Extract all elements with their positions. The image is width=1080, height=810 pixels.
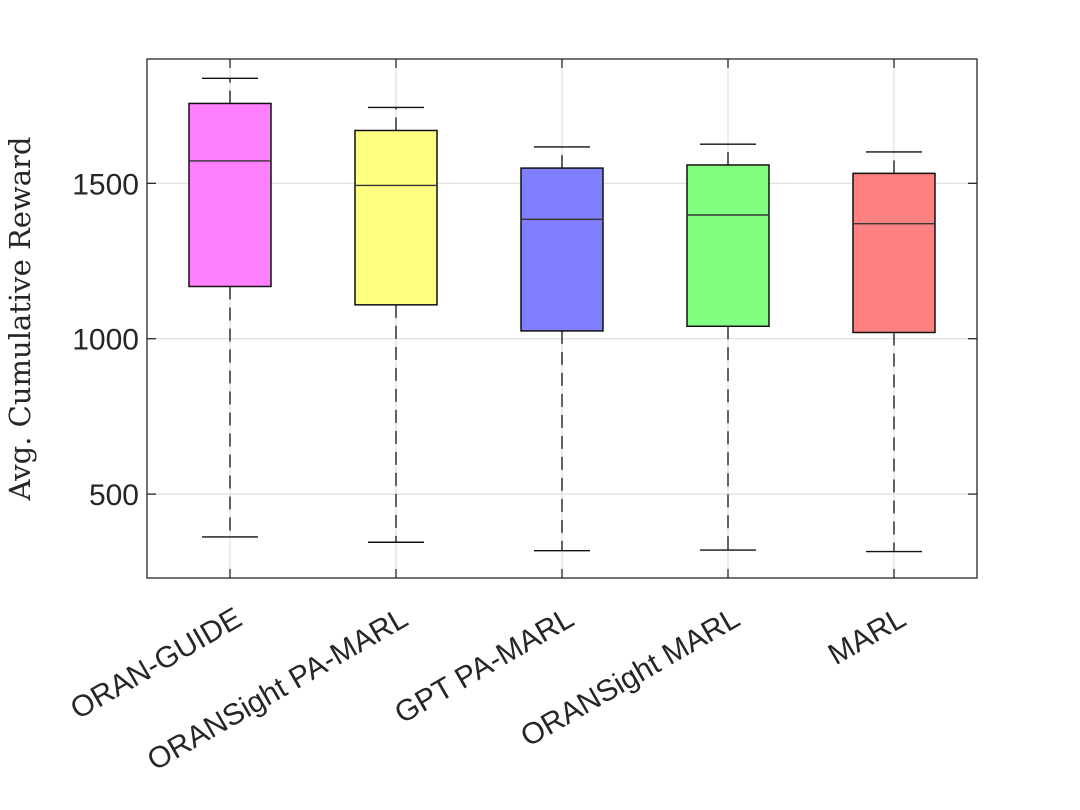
box-2	[354, 106, 438, 543]
box-body	[520, 167, 604, 332]
x-category-label: MARL	[823, 601, 912, 671]
box-3	[520, 146, 604, 552]
box-series	[188, 77, 936, 553]
box-body	[686, 164, 770, 328]
box-4	[686, 143, 770, 551]
y-axis-label: Avg. Cumulative Reward	[3, 137, 37, 502]
box-body	[354, 129, 438, 306]
y-axis-ticks: 500 1000 1500	[72, 168, 977, 512]
y-tick-label: 1000	[72, 324, 139, 357]
y-tick-label: 500	[89, 479, 139, 512]
box-body	[852, 172, 936, 334]
x-category-label: ORANSight PA-MARL	[142, 601, 414, 777]
box-1	[188, 77, 272, 538]
box-5	[852, 151, 936, 553]
y-tick-label: 1500	[72, 168, 139, 201]
box-body	[188, 102, 272, 288]
